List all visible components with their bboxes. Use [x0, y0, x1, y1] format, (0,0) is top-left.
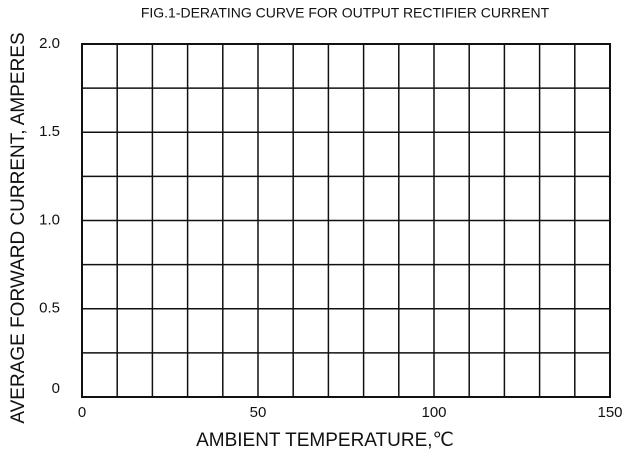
y-tick-label: 0.5: [39, 300, 60, 317]
x-axis-label: AMBIENT TEMPERATURE,℃: [196, 430, 454, 451]
y-tick-label: 0: [52, 380, 60, 397]
y-tick-label: 1.0: [39, 211, 60, 228]
x-tick-label: 100: [421, 404, 446, 421]
y-axis-label: AVERAGE FORWARD CURRENT, AMPERES: [8, 32, 29, 423]
x-tick-label: 50: [250, 404, 267, 421]
chart-title: FIG.1-DERATING CURVE FOR OUTPUT RECTIFIE…: [141, 5, 550, 21]
y-tick-label: 1.5: [39, 123, 60, 140]
y-tick-label: 2.0: [39, 35, 60, 52]
x-tick-label: 0: [78, 404, 86, 421]
plot-frame: [81, 43, 611, 398]
x-tick-label: 150: [597, 404, 622, 421]
